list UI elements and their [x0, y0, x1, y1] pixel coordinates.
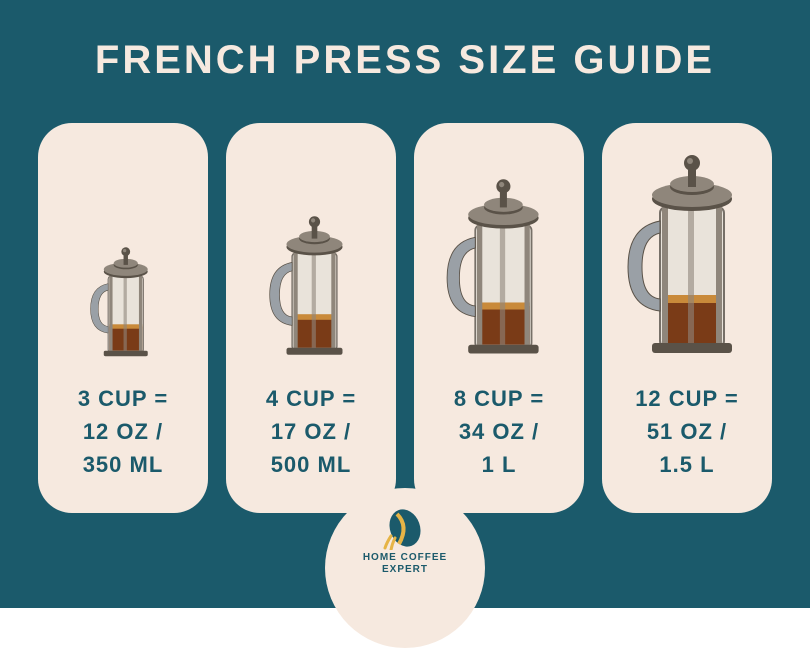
- size-card-12cup: 12 CUP = 51 OZ / 1.5 L: [602, 123, 772, 513]
- coffee-bean-icon: [383, 506, 427, 550]
- size-card-4cup: 4 CUP = 17 OZ / 500 ML: [226, 123, 396, 513]
- infographic-canvas: FRENCH PRESS SIZE GUIDE 3 CUP = 12 OZ / …: [0, 0, 810, 608]
- brand-logo-text: HOME COFFEE EXPERT: [363, 552, 447, 576]
- french-press-icon: [442, 139, 556, 359]
- size-caption: 3 CUP = 12 OZ / 350 ML: [78, 382, 168, 481]
- size-cards-row: 3 CUP = 12 OZ / 350 ML 4 CUP = 17 OZ / 5…: [0, 123, 810, 513]
- size-line: 4 CUP =: [266, 386, 356, 411]
- page-title: FRENCH PRESS SIZE GUIDE: [95, 38, 715, 83]
- size-caption: 4 CUP = 17 OZ / 500 ML: [266, 382, 356, 481]
- size-card-8cup: 8 CUP = 34 OZ / 1 L: [414, 123, 584, 513]
- size-line: 12 OZ /: [83, 419, 163, 444]
- size-line: 3 CUP =: [78, 386, 168, 411]
- size-line: 8 CUP =: [454, 386, 544, 411]
- french-press-icon: [87, 139, 159, 359]
- size-line: 17 OZ /: [271, 419, 351, 444]
- brand-logo-badge: HOME COFFEE EXPERT: [325, 488, 485, 648]
- size-line: 1.5 L: [659, 452, 714, 477]
- size-line: 1 L: [482, 452, 517, 477]
- logo-line: HOME COFFEE: [363, 552, 447, 563]
- size-line: 12 CUP =: [635, 386, 739, 411]
- size-line: 34 OZ /: [459, 419, 539, 444]
- size-line: 500 ML: [271, 452, 352, 477]
- logo-line: EXPERT: [382, 564, 428, 575]
- french-press-icon: [622, 139, 752, 359]
- size-line: 350 ML: [83, 452, 164, 477]
- size-caption: 8 CUP = 34 OZ / 1 L: [454, 382, 544, 481]
- size-card-3cup: 3 CUP = 12 OZ / 350 ML: [38, 123, 208, 513]
- size-line: 51 OZ /: [647, 419, 727, 444]
- french-press-icon: [266, 139, 357, 359]
- size-caption: 12 CUP = 51 OZ / 1.5 L: [635, 382, 739, 481]
